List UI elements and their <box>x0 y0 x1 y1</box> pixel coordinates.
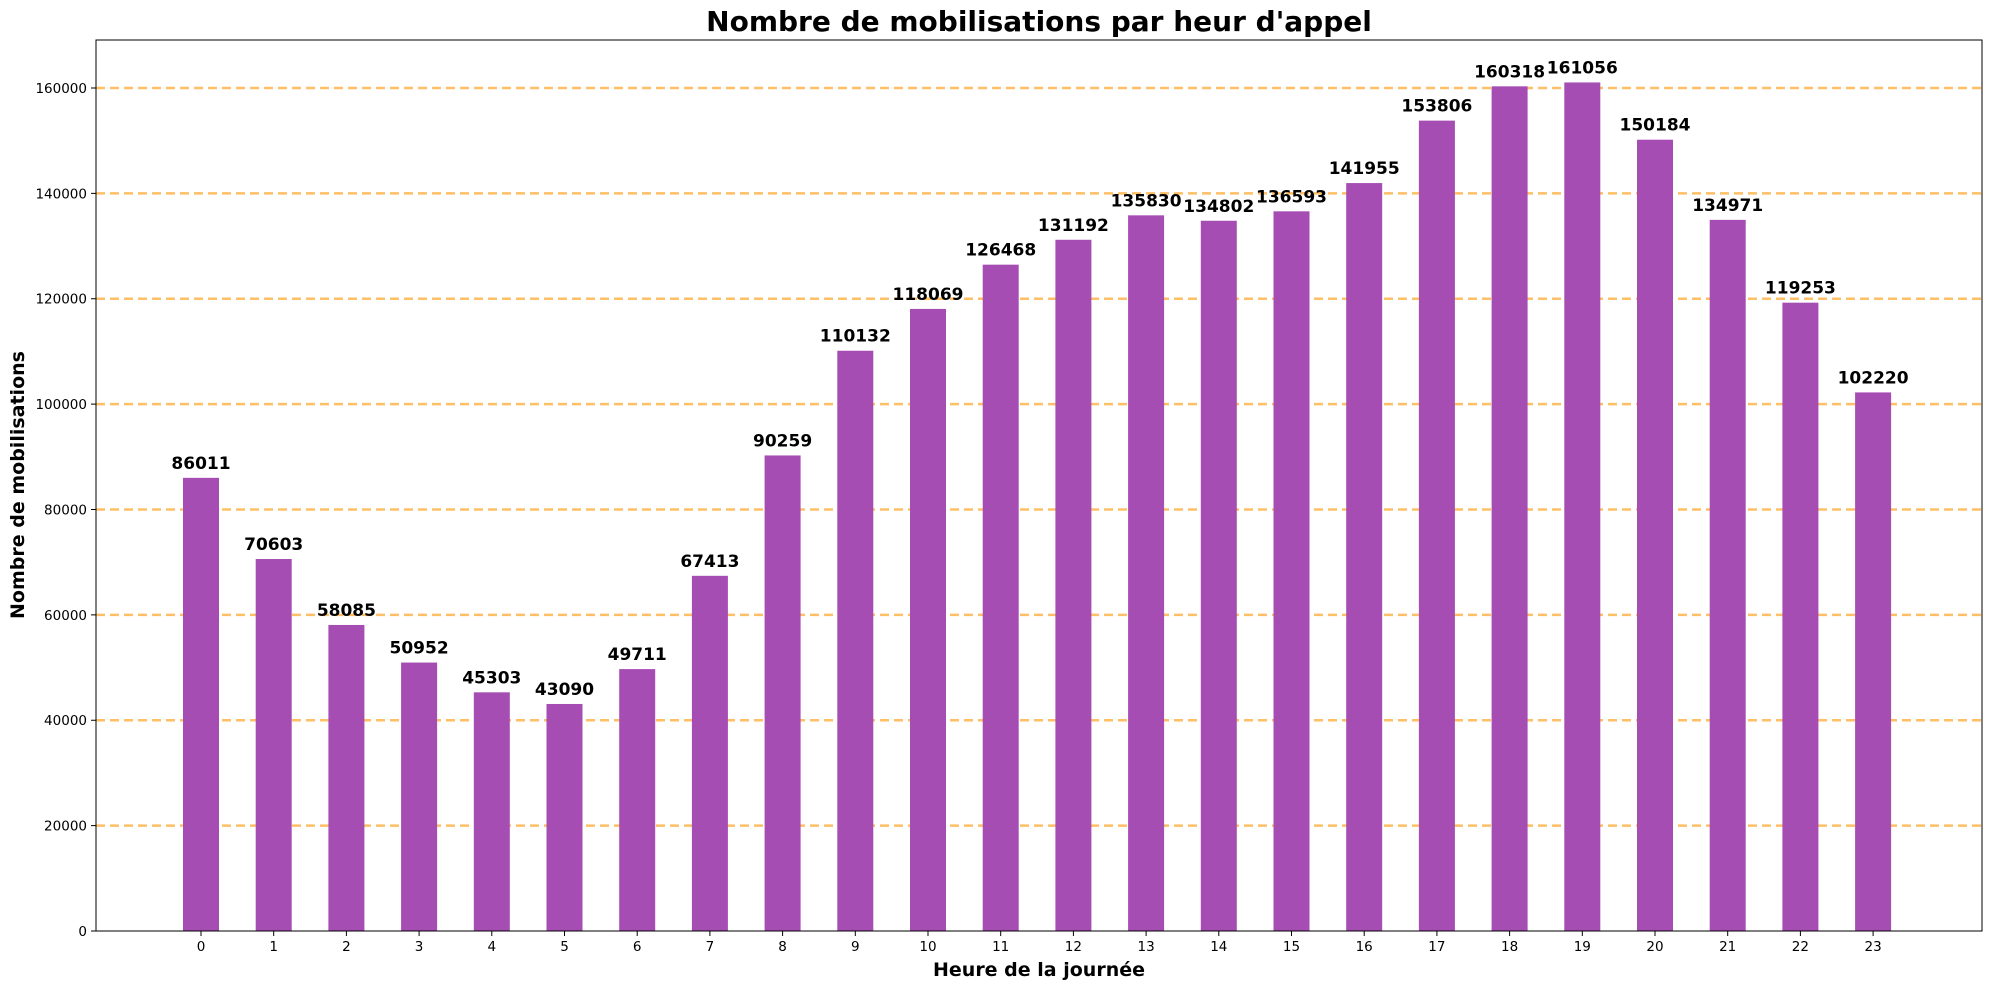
x-tick-label: 11 <box>992 939 1009 955</box>
y-tick-label: 80000 <box>44 502 87 518</box>
data-label-12: 131192 <box>1038 216 1109 236</box>
bar-13 <box>1128 215 1165 932</box>
bar-11 <box>982 264 1019 932</box>
x-tick-label: 22 <box>1792 939 1809 955</box>
plot-frame <box>95 39 1983 932</box>
data-label-10: 118069 <box>893 285 964 305</box>
y-tick-label: 40000 <box>44 713 87 729</box>
bar-0 <box>183 477 219 931</box>
x-tick-label: 14 <box>1210 939 1227 955</box>
data-label-5: 43090 <box>535 680 594 700</box>
x-tick-label: 19 <box>1574 939 1591 955</box>
data-label-17: 153806 <box>1401 97 1472 117</box>
x-tick-label: 15 <box>1283 939 1300 955</box>
data-label-13: 135830 <box>1111 191 1182 211</box>
y-tick-label: 60000 <box>44 608 87 624</box>
data-labels: 86011 70603 58085 50952 45303 43090 49711 67413… <box>171 58 1908 700</box>
bar-14 <box>1200 220 1237 932</box>
data-label-22: 119253 <box>1765 279 1836 299</box>
x-tick-label: 7 <box>706 939 715 955</box>
bar-15 <box>1273 211 1310 931</box>
y-axis-ticks: 0 20000 40000 60000 80000 100000 120000 140000 1… <box>35 81 96 940</box>
x-tick-label: 6 <box>633 939 642 955</box>
bars <box>183 82 1892 932</box>
bar-12 <box>1055 239 1092 932</box>
data-label-21: 134971 <box>1692 196 1763 216</box>
y-tick-label: 120000 <box>35 292 87 308</box>
x-tick-label: 23 <box>1865 939 1882 955</box>
bar-18 <box>1491 86 1528 932</box>
x-tick-label: 2 <box>342 939 351 955</box>
data-label-20: 150184 <box>1620 116 1691 136</box>
y-tick-label: 0 <box>78 924 87 940</box>
x-tick-label: 8 <box>778 939 787 955</box>
y-tick-label: 140000 <box>35 186 87 202</box>
data-label-0: 86011 <box>171 454 230 474</box>
y-tick-label: 20000 <box>44 819 87 835</box>
x-tick-label: 21 <box>1719 939 1736 955</box>
bar-5 <box>546 703 583 931</box>
x-tick-label: 16 <box>1356 939 1373 955</box>
bar-2 <box>328 624 365 931</box>
bar-19 <box>1564 82 1601 932</box>
x-tick-label: 4 <box>488 939 497 955</box>
bar-4 <box>473 692 510 931</box>
x-tick-label: 0 <box>197 939 206 955</box>
data-label-7: 67413 <box>680 552 739 572</box>
x-axis-label: Heure de la journée <box>933 959 1145 981</box>
y-tick-label: 160000 <box>35 81 87 97</box>
x-tick-label: 9 <box>851 939 860 955</box>
x-tick-label: 18 <box>1501 939 1518 955</box>
y-tick-label: 100000 <box>35 397 87 413</box>
bar-23 <box>1855 392 1892 931</box>
y-axis-label: Nombre de mobilisations <box>7 351 29 619</box>
data-label-6: 49711 <box>608 645 667 665</box>
bar-3 <box>401 662 438 931</box>
bar-22 <box>1782 302 1819 931</box>
bar-20 <box>1637 139 1673 932</box>
bar-9 <box>837 350 874 931</box>
x-tick-label: 13 <box>1138 939 1155 955</box>
bar-21 <box>1709 219 1746 932</box>
x-tick-label: 1 <box>269 939 278 955</box>
data-label-19: 161056 <box>1547 58 1618 78</box>
x-axis-ticks: 0 1 2 3 4 5 6 7 8 9 10 11 12 13 14 15 16 17 18 19 20 21 22 23 <box>197 931 1882 955</box>
bar-6 <box>619 669 656 931</box>
x-tick-label: 20 <box>1646 939 1663 955</box>
data-label-2: 58085 <box>317 601 376 621</box>
data-label-16: 141955 <box>1329 159 1400 179</box>
data-label-18: 160318 <box>1474 62 1545 82</box>
data-label-4: 45303 <box>462 668 521 688</box>
bar-17 <box>1418 120 1455 932</box>
bar-7 <box>691 575 728 931</box>
data-label-3: 50952 <box>390 639 449 659</box>
bar-10 <box>910 308 946 932</box>
data-label-8: 90259 <box>753 431 812 451</box>
x-tick-label: 12 <box>1065 939 1082 955</box>
bar-16 <box>1346 183 1383 932</box>
x-tick-label: 17 <box>1428 939 1445 955</box>
data-label-9: 110132 <box>820 327 891 347</box>
data-label-23: 102220 <box>1838 368 1909 388</box>
data-label-1: 70603 <box>244 535 303 555</box>
bar-1 <box>255 559 292 931</box>
data-label-15: 136593 <box>1256 187 1327 207</box>
chart-title: Nombre de mobilisations par heur d'appel <box>706 5 1372 38</box>
x-tick-label: 5 <box>560 939 569 955</box>
data-label-14: 134802 <box>1183 197 1254 217</box>
x-tick-label: 10 <box>919 939 936 955</box>
data-label-11: 126468 <box>965 241 1036 261</box>
bar-8 <box>764 455 801 931</box>
x-tick-label: 3 <box>415 939 424 955</box>
